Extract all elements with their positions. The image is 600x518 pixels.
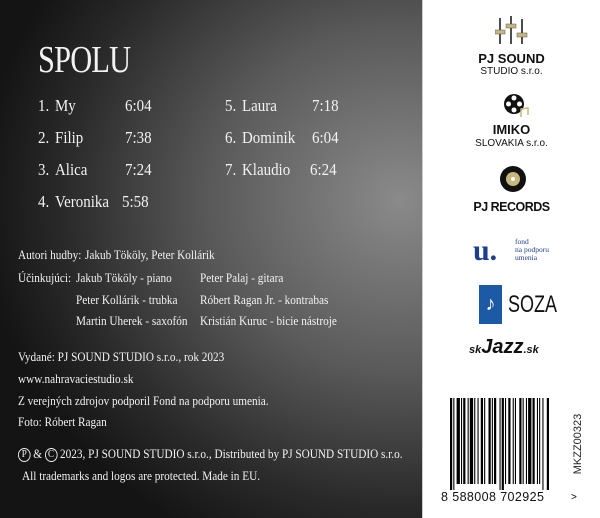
imiko-logo-text: IMIKO [492, 122, 531, 137]
performer: Peter Palaj - gitara [200, 271, 284, 285]
performer: Jakub Tököly - piano [76, 271, 172, 285]
track-name: Filip [55, 128, 84, 147]
skjazz-suffix: .sk [523, 344, 539, 356]
barcode-arrow: > [571, 492, 577, 503]
track-name: Alica [55, 160, 88, 179]
track-number: 5. [225, 96, 237, 115]
performer: Peter Kollárik - trubka [76, 293, 178, 307]
track-duration: 5:58 [122, 192, 149, 211]
barcode-bar [525, 398, 527, 484]
barcode-bar [536, 398, 538, 484]
fpu-logo-text: fond na podporu umenia [515, 238, 549, 262]
track-duration: 7:38 [125, 128, 152, 147]
track-duration: 7:18 [312, 96, 339, 115]
fpu-logo-mark: u. [473, 234, 498, 267]
track-number: 6. [225, 128, 237, 147]
barcode-digits: 8 588008 702925 [441, 490, 545, 504]
barcode-bar [508, 398, 511, 484]
barcode-bar [514, 398, 516, 484]
vinyl-record-icon [500, 166, 526, 192]
barcode-bar [484, 398, 486, 484]
barcode-bar [474, 398, 476, 484]
album-title: SPOLU [38, 39, 131, 81]
fpu-text-line: fond [515, 237, 529, 246]
ampersand: & [33, 447, 43, 461]
soza-logo-text: SOZA [508, 291, 558, 318]
performer: Martin Uherek - saxofón [76, 314, 188, 328]
copyright-line: P & C 2023, PJ SOUND STUDIO s.r.o., Dist… [18, 447, 403, 462]
barcode-bar [501, 398, 504, 490]
funding-note: Z verejných zdrojov podporil Fond na pod… [18, 394, 269, 408]
mixer-faders-icon [495, 16, 528, 44]
track-number: 4. [38, 192, 50, 211]
phonogram-icon: P [18, 447, 31, 462]
track-number: 2. [38, 128, 50, 147]
track-number: 7. [225, 160, 237, 179]
track-name: Laura [242, 96, 277, 115]
authors: Jakub Tököly, Peter Kollárik [85, 248, 215, 262]
barcode-bar [546, 398, 549, 490]
track-name: My [55, 96, 76, 115]
trademark-note: All trademarks and logos are protected. … [22, 469, 261, 483]
barcode-bar [463, 398, 466, 484]
barcode-bar [519, 398, 522, 484]
track-name: Klaudio [242, 160, 291, 179]
barcode [450, 398, 549, 490]
track-duration: 7:24 [125, 160, 152, 179]
track-name: Veronika [55, 192, 110, 211]
barcode-bar [456, 398, 460, 484]
skjazz-prefix: sk [469, 344, 482, 356]
track-number: 1. [38, 96, 50, 115]
barcode-bar [494, 398, 497, 484]
soza-logo-icon: ♪ [479, 285, 502, 324]
barcode-bar [450, 398, 453, 490]
catalog-number: MKZZ00323 [572, 413, 584, 475]
barcode-bar [469, 398, 474, 484]
barcode-bar [461, 398, 463, 484]
barcode-bar [491, 398, 493, 484]
barcode-bar [505, 398, 507, 484]
barcode-bar [542, 398, 544, 490]
barcode-bar [528, 398, 532, 484]
logo-panel: PJ SOUND STUDIO s.r.o. IMIKO SLOVAKIA s.… [422, 0, 600, 518]
barcode-bar [453, 398, 455, 490]
copyright-text: 2023, PJ SOUND STUDIO s.r.o., Distribute… [60, 447, 403, 461]
barcode-bar [488, 398, 491, 484]
barcode-bar [522, 398, 524, 484]
barcode-bar [499, 398, 501, 490]
barcode-bar [532, 398, 535, 484]
skjazz-logo: skJazz.sk [469, 336, 539, 359]
cover-back-panel: SPOLU 1. My 6:04 2. Filip 7:38 3. Alica 7:24 4. Ve… [0, 0, 422, 518]
barcode-bar [477, 398, 479, 484]
track-duration: 6:24 [310, 160, 337, 179]
performer: Róbert Ragan Jr. - kontrabas [200, 293, 329, 307]
track-name: Dominik [242, 128, 296, 147]
pj-sound-logo-subtext: STUDIO s.r.o. [480, 66, 543, 77]
track-number: 3. [38, 160, 50, 179]
website-link: www.nahravaciestudio.sk [18, 372, 134, 386]
fpu-text-line: na podporu [515, 245, 549, 254]
fpu-text-line: umenia [515, 253, 538, 262]
film-reel-note-icon [504, 94, 529, 117]
pj-sound-logo-text: PJ SOUND [478, 51, 545, 66]
barcode-bar [512, 398, 514, 484]
track-duration: 6:04 [125, 96, 152, 115]
skjazz-main: Jazz [481, 336, 524, 358]
performer: Kristián Kuruc - bicie nástroje [200, 314, 337, 328]
barcode-bar [480, 398, 483, 484]
imiko-logo-subtext: SLOVAKIA s.r.o. [475, 138, 548, 149]
track-duration: 6:04 [312, 128, 339, 147]
barcode-bar [539, 398, 541, 484]
photo-credit: Foto: Róbert Ragan [18, 415, 107, 429]
barcode-bar [467, 398, 469, 484]
performers-label: Účinkujúci: [18, 271, 72, 285]
pj-records-logo-text: PJ RECORDS [473, 200, 550, 214]
copyright-icon: C [44, 447, 58, 462]
authors-label: Autori hudby: [18, 248, 82, 262]
publisher-info: Vydané: PJ SOUND STUDIO s.r.o., rok 2023 [18, 350, 225, 364]
